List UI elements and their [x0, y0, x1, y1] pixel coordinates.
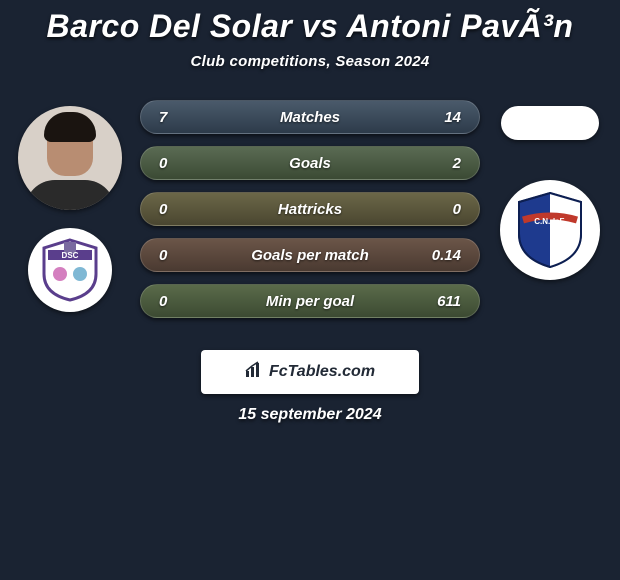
- right-column: C.N.deF.: [490, 100, 610, 300]
- comparison-card: Barco Del Solar vs Antoni PavÃ³n Club co…: [0, 0, 620, 424]
- stat-row-mpg: 0 Min per goal 611: [140, 284, 480, 318]
- stat-row-matches: 7 Matches 14: [140, 100, 480, 134]
- stat-right-value: 2: [421, 155, 461, 172]
- cnf-shield-icon: C.N.deF.: [513, 190, 587, 270]
- stat-left-value: 0: [159, 293, 199, 310]
- stats-column: 7 Matches 14 0 Goals 2 0 Hattricks 0 0 G…: [130, 100, 490, 318]
- stat-right-value: 14: [421, 109, 461, 126]
- left-club-badge: DSC: [28, 228, 112, 312]
- main-row: DSC 7 Matches 14 0 Goals 2 0 Hattricks 0: [0, 100, 620, 332]
- stat-left-value: 0: [159, 201, 199, 218]
- dsc-shield-icon: DSC: [40, 238, 100, 302]
- stat-row-hattricks: 0 Hattricks 0: [140, 192, 480, 226]
- title: Barco Del Solar vs Antoni PavÃ³n: [0, 8, 620, 45]
- right-club-badge: C.N.deF.: [500, 180, 600, 280]
- brand-text: FcTables.com: [269, 363, 375, 381]
- brand-box: FcTables.com: [201, 350, 419, 394]
- stat-left-value: 7: [159, 109, 199, 126]
- stat-right-value: 0: [421, 201, 461, 218]
- stat-label: Goals per match: [199, 247, 421, 264]
- subtitle: Club competitions, Season 2024: [0, 53, 620, 70]
- right-player-avatar: [501, 106, 599, 140]
- stat-right-value: 0.14: [421, 247, 461, 264]
- stat-label: Matches: [199, 109, 421, 126]
- date: 15 september 2024: [0, 406, 620, 424]
- svg-text:C.N.deF.: C.N.deF.: [534, 217, 566, 226]
- stat-label: Min per goal: [199, 293, 421, 310]
- stat-label: Goals: [199, 155, 421, 172]
- stat-row-goals: 0 Goals 2: [140, 146, 480, 180]
- stat-left-value: 0: [159, 247, 199, 264]
- stat-label: Hattricks: [199, 201, 421, 218]
- stat-left-value: 0: [159, 155, 199, 172]
- stat-row-gpm: 0 Goals per match 0.14: [140, 238, 480, 272]
- left-column: DSC: [10, 100, 130, 332]
- stat-right-value: 611: [421, 293, 461, 310]
- svg-text:DSC: DSC: [62, 251, 79, 260]
- chart-icon: [245, 361, 263, 384]
- left-player-avatar: [18, 106, 122, 210]
